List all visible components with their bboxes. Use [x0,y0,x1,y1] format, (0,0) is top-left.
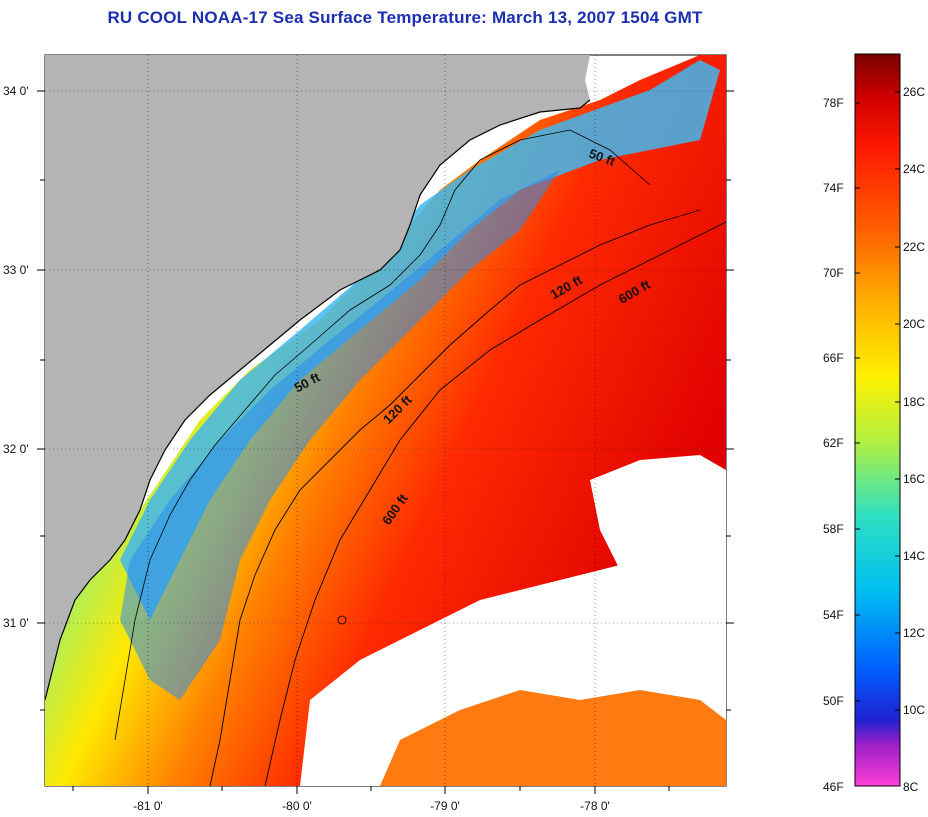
colorbar-ticks-celsius [895,91,900,711]
cold-shelf-water [120,60,720,620]
temperature-colorbar [854,53,901,787]
colorbar-c-label: 22C [903,240,925,254]
isobath-120ft [209,209,701,786]
lon-label-78: -78 0' [580,799,610,813]
isobath-50ft [114,129,651,741]
cloud-mask-east [590,455,726,580]
colorbar-c-label: 24C [903,162,925,176]
coastline [45,99,591,701]
warm-eddy-south [380,690,726,786]
colorbar-c-label: 26C [903,85,925,99]
colorbar-f-label: 66F [823,351,844,365]
colorbar-f-label: 70F [823,266,844,280]
colorbar-c-label: 8C [903,780,919,794]
colorbar-c-label: 18C [903,395,925,409]
land-mass [45,55,590,700]
colorbar-c-label: 12C [903,626,925,640]
colorbar-f-label: 78F [823,96,844,110]
lat-label-31: 31 0' [3,616,29,630]
lat-label-32: 32 0' [3,442,29,456]
lat-label-34: 34 0' [3,84,29,98]
colorbar-c-label: 14C [903,549,925,563]
colorbar-f-label: 46F [823,780,844,794]
lat-label-33: 33 0' [3,263,29,277]
colorbar-ticks-fahrenheit [855,102,860,702]
graticule [45,55,726,786]
colorbar-f-label: 50F [823,694,844,708]
colorbar-c-label: 20C [903,317,925,331]
isobath-600ft [264,221,726,786]
lon-label-80: -80 0' [282,799,312,813]
cool-nearshore-water [120,170,560,700]
station-marker [337,615,347,625]
colorbar-f-label: 62F [823,436,844,450]
colorbar-f-label: 58F [823,522,844,536]
map-title: RU COOL NOAA-17 Sea Surface Temperature:… [107,8,703,27]
lon-label-81: -81 0' [133,799,163,813]
map-ticks [37,90,734,794]
colorbar-c-label: 16C [903,472,925,486]
colorbar-c-label: 10C [903,703,925,717]
colorbar-f-label: 54F [823,608,844,622]
lon-label-79: -79 0' [430,799,460,813]
colorbar-f-label: 74F [823,181,844,195]
